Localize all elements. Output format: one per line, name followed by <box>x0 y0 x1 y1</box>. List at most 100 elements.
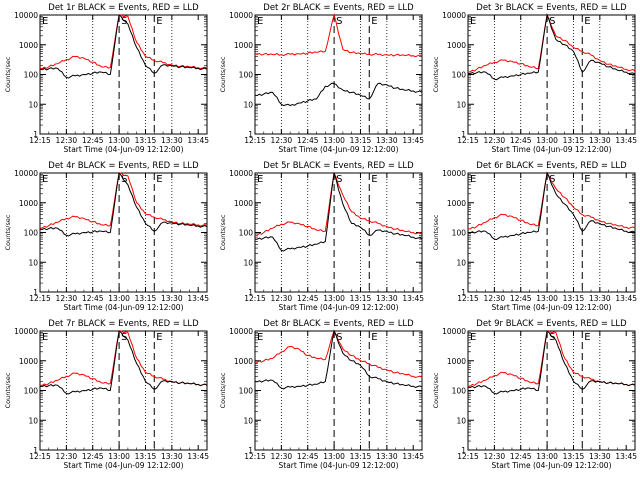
y-tick-label: 100 <box>452 229 467 238</box>
x-tick-label: 13:45 <box>402 136 424 145</box>
event-marker-label: E <box>156 16 162 27</box>
event-marker-label: E <box>257 174 263 185</box>
y-tick-label: 100 <box>452 71 467 80</box>
y-tick-label: 1 <box>33 130 38 139</box>
x-tick-label: 13:45 <box>615 452 637 461</box>
y-tick-label: 100 <box>24 387 39 396</box>
x-tick-label: 13:15 <box>350 136 372 145</box>
y-tick-label: 10000 <box>229 169 253 178</box>
series-line-events <box>467 330 636 395</box>
x-tick-label: 13:15 <box>350 452 372 461</box>
chart-title: Det 4r BLACK = Events, RED = LLD <box>48 161 199 171</box>
x-tick-label: 13:45 <box>615 294 637 303</box>
x-tick-label: 13:00 <box>108 136 130 145</box>
x-tick-label: 12:45 <box>82 452 104 461</box>
x-tick-label: 13:00 <box>536 136 558 145</box>
series-line-lld <box>254 171 423 236</box>
x-tick-label: 13:30 <box>161 294 183 303</box>
y-axis-label: Counts/sec <box>432 214 440 250</box>
x-tick-label: 13:15 <box>563 294 585 303</box>
x-tick-label: 12:30 <box>56 294 78 303</box>
y-tick-label: 1000 <box>19 41 38 50</box>
y-tick-label: 1 <box>461 130 466 139</box>
event-marker-label: E <box>42 16 48 27</box>
y-tick-label: 10000 <box>442 11 466 20</box>
x-tick-label: 13:30 <box>589 136 611 145</box>
event-marker-label: E <box>42 332 48 343</box>
series-line-events <box>467 13 636 81</box>
series-line-events <box>254 329 423 390</box>
event-marker-label: E <box>156 332 162 343</box>
x-tick-label: 13:30 <box>161 136 183 145</box>
series-line-events <box>39 330 208 395</box>
series-line-lld <box>39 14 208 70</box>
x-tick-label: 13:30 <box>589 294 611 303</box>
y-tick-label: 1 <box>461 446 466 455</box>
plot-frame <box>467 330 636 451</box>
x-tick-label: 13:30 <box>376 136 398 145</box>
event-marker-label: S <box>121 16 127 27</box>
x-tick-label: 12:15 <box>244 136 266 145</box>
y-tick-label: 10 <box>456 416 466 425</box>
y-axis-label: Counts/sec <box>219 56 227 92</box>
y-tick-label: 100 <box>452 387 467 396</box>
y-tick-label: 10000 <box>229 11 253 20</box>
x-tick-label: 13:30 <box>376 452 398 461</box>
chart-panel-5: Det 5r BLACK = Events, RED = LLD 1 10 100 10… <box>219 161 424 312</box>
y-tick-label: 1000 <box>447 41 466 50</box>
x-tick-label: 13:00 <box>108 452 130 461</box>
plot-frame <box>467 14 636 135</box>
y-tick-label: 100 <box>24 229 39 238</box>
x-tick-label: 12:45 <box>297 452 319 461</box>
event-marker-label: S <box>121 332 127 343</box>
x-tick-label: 13:00 <box>323 294 345 303</box>
x-tick-label: 12:30 <box>271 294 293 303</box>
y-tick-label: 10 <box>243 416 253 425</box>
y-tick-label: 1 <box>33 446 38 455</box>
x-tick-label: 13:30 <box>589 452 611 461</box>
event-marker-label: E <box>584 16 590 27</box>
event-marker-label: S <box>549 174 555 185</box>
x-tick-label: 12:15 <box>244 452 266 461</box>
y-tick-label: 1 <box>33 288 38 297</box>
x-axis-label: Start Time (04-Jun-09 12:12:00) <box>279 303 399 312</box>
x-tick-label: 13:00 <box>323 136 345 145</box>
series-line-lld <box>39 172 208 229</box>
x-tick-label: 13:15 <box>135 452 157 461</box>
chart-title: Det 5r BLACK = Events, RED = LLD <box>263 161 414 171</box>
x-tick-label: 13:15 <box>563 136 585 145</box>
y-tick-label: 1000 <box>234 41 253 50</box>
y-tick-label: 1 <box>248 446 253 455</box>
chart-panel-6: Det 6r BLACK = Events, RED = LLD 1 10 100 10… <box>432 161 637 312</box>
x-tick-label: 12:30 <box>484 136 506 145</box>
chart-panel-1: Det 1r BLACK = Events, RED = LLD 1 10 100 10… <box>4 3 209 154</box>
series-line-lld <box>467 171 636 230</box>
event-marker-label: E <box>156 174 162 185</box>
y-tick-label: 10 <box>28 100 38 109</box>
y-tick-label: 10 <box>456 258 466 267</box>
chart-panel-4: Det 4r BLACK = Events, RED = LLD 1 10 100 10… <box>4 161 209 312</box>
plot-frame <box>39 14 208 135</box>
x-tick-label: 13:45 <box>402 452 424 461</box>
x-tick-label: 13:30 <box>161 452 183 461</box>
x-tick-label: 13:45 <box>402 294 424 303</box>
x-tick-label: 13:00 <box>536 452 558 461</box>
chart-panel-8: Det 8r BLACK = Events, RED = LLD 1 10 100 10… <box>219 319 424 470</box>
y-tick-label: 10000 <box>14 327 38 336</box>
y-tick-label: 1000 <box>447 199 466 208</box>
event-marker-label: S <box>336 174 342 185</box>
y-tick-label: 100 <box>239 71 254 80</box>
x-tick-label: 12:45 <box>510 294 532 303</box>
x-tick-label: 12:15 <box>244 294 266 303</box>
x-tick-label: 13:45 <box>187 136 209 145</box>
y-tick-label: 1 <box>248 130 253 139</box>
x-axis-label: Start Time (04-Jun-09 12:12:00) <box>492 303 612 312</box>
y-tick-label: 10 <box>456 100 466 109</box>
x-tick-label: 13:00 <box>323 452 345 461</box>
x-tick-label: 12:30 <box>271 136 293 145</box>
chart-title: Det 1r BLACK = Events, RED = LLD <box>48 3 199 13</box>
event-marker-label: E <box>371 332 377 343</box>
chart-title: Det 7r BLACK = Events, RED = LLD <box>48 319 199 329</box>
y-axis-label: Counts/sec <box>219 372 227 408</box>
